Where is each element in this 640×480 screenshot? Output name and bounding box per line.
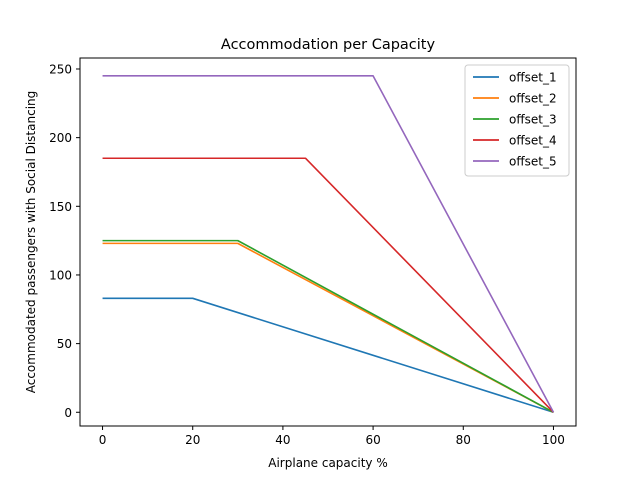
series-line-offset_2 [102,242,554,413]
x-tick-label: 60 [365,433,380,447]
x-axis-label: Airplane capacity % [268,456,387,470]
x-tick-label: 20 [185,433,200,447]
y-tick-label: 0 [64,406,72,420]
series-line-offset_5 [102,75,555,413]
legend-label: offset_4 [509,134,557,148]
x-tick-label: 40 [275,433,290,447]
y-tick-label: 100 [49,268,72,282]
legend: offset_1 offset_2 offset_3 offset_4 offset_5 [464,64,570,177]
x-tick-label: 0 [99,433,107,447]
x-tick-label: 100 [542,433,565,447]
legend-label: offset_5 [509,155,557,169]
series-line-offset_3 [102,239,554,413]
y-tick-label: 150 [49,200,72,214]
x-tick-label: 80 [456,433,471,447]
legend-label: offset_2 [509,92,557,106]
x-axis-ticks: 0 20 40 60 80 100 [99,426,565,447]
series-line-offset_1 [102,297,554,414]
legend-label: offset_1 [509,71,557,85]
series-line-offset_4 [102,157,555,413]
y-tick-label: 50 [57,337,72,351]
legend-box [464,64,570,177]
y-axis-ticks: 0 50 100 150 200 250 [49,62,80,420]
series-layer [102,75,555,414]
y-tick-label: 200 [49,131,72,145]
y-tick-label: 250 [49,62,72,76]
y-axis-label: Accommodated passengers with Social Dist… [24,91,38,394]
legend-label: offset_3 [509,113,557,127]
plot-frame [79,57,577,427]
chart-title: Accommodation per Capacity [221,37,436,53]
